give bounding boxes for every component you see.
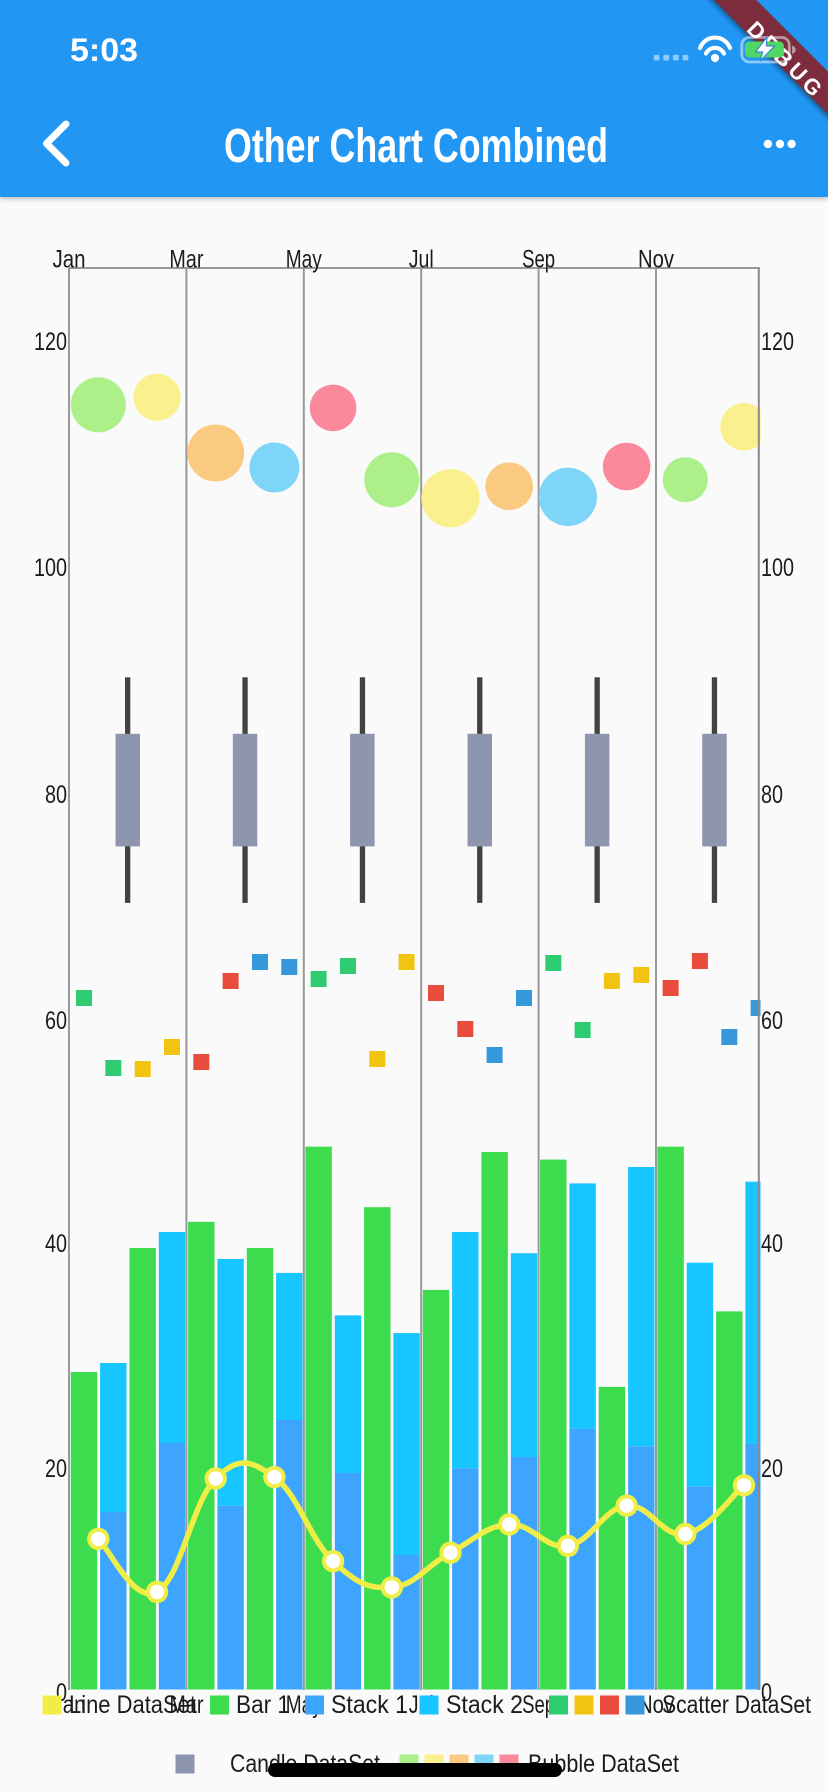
svg-text:Jan: Jan: [53, 246, 86, 274]
svg-text:Sep: Sep: [522, 246, 555, 274]
svg-text:Stack 1: Stack 1: [331, 1691, 408, 1719]
svg-text:40: 40: [761, 1230, 783, 1258]
svg-text:80: 80: [761, 781, 783, 809]
svg-text:5:03: 5:03: [70, 32, 138, 68]
svg-text:40: 40: [45, 1230, 67, 1258]
svg-text:Bar 1: Bar 1: [236, 1691, 290, 1719]
svg-text:100: 100: [34, 554, 67, 582]
svg-text:0: 0: [56, 1679, 67, 1707]
svg-text:20: 20: [761, 1455, 783, 1483]
svg-text:Line DataSet: Line DataSet: [69, 1691, 196, 1719]
svg-text:Stack 2: Stack 2: [446, 1691, 523, 1719]
svg-text:Jul: Jul: [409, 246, 434, 274]
svg-text:100: 100: [761, 554, 794, 582]
svg-text:20: 20: [45, 1455, 67, 1483]
svg-text:80: 80: [45, 781, 67, 809]
svg-text:60: 60: [45, 1007, 67, 1035]
svg-text:Other Chart Combined: Other Chart Combined: [224, 120, 608, 173]
svg-text:120: 120: [761, 328, 794, 356]
svg-text:Nov: Nov: [638, 246, 674, 274]
svg-text:Scatter DataSet: Scatter DataSet: [662, 1691, 811, 1719]
svg-text:60: 60: [761, 1007, 783, 1035]
svg-text:May: May: [286, 246, 322, 274]
svg-text:120: 120: [34, 328, 67, 356]
svg-text:0: 0: [761, 1679, 772, 1707]
svg-text:Mar: Mar: [169, 1691, 203, 1719]
svg-text:Mar: Mar: [169, 246, 203, 274]
